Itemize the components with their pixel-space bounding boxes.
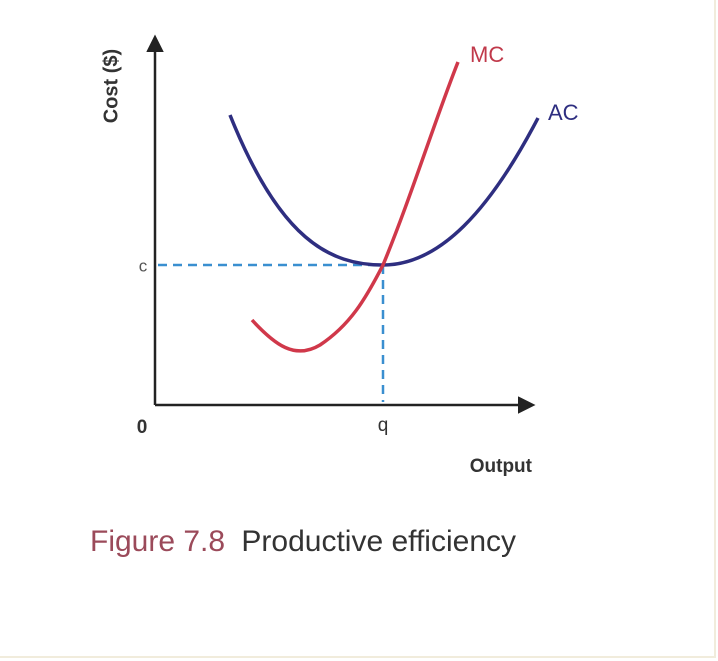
ac-label: AC xyxy=(548,100,579,125)
y-axis-label: Cost ($) xyxy=(100,49,122,123)
caption-title: Productive efficiency xyxy=(241,525,516,558)
mc-label: MC xyxy=(470,42,504,67)
origin-label: 0 xyxy=(137,417,148,438)
x-axis-label: Output xyxy=(470,456,533,477)
caption: Figure 7.8 Productive efficiency xyxy=(90,525,516,558)
mc-curve xyxy=(250,61,460,353)
c-label: c xyxy=(139,256,148,275)
caption-number: Figure 7.8 xyxy=(90,525,225,558)
ac-curve xyxy=(228,114,540,267)
q-label: q xyxy=(378,415,389,436)
